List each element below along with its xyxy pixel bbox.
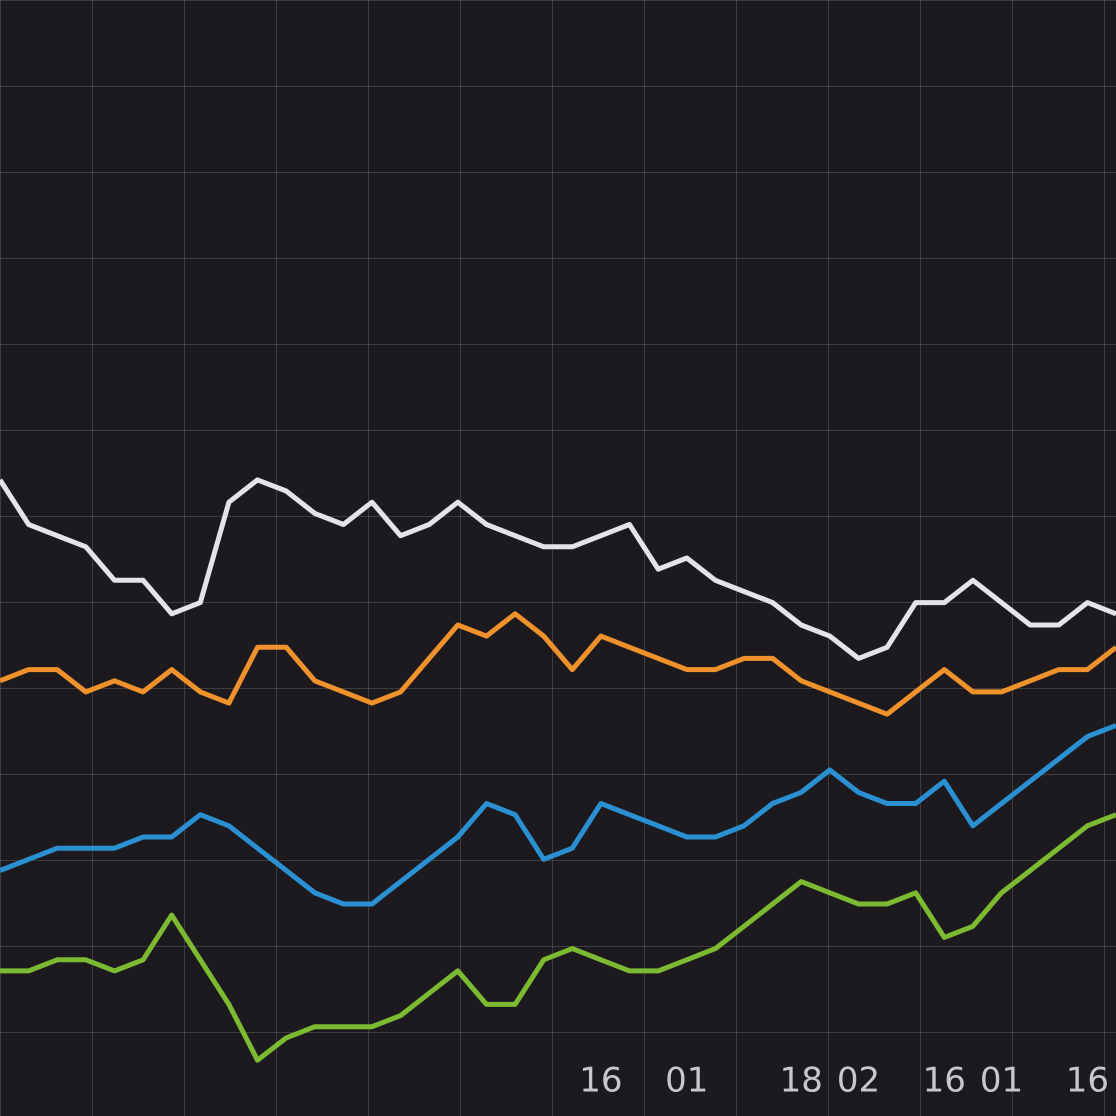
series-line [0,812,1116,1063]
x-tick-label: 16 [923,1061,966,1101]
x-tick-label: 16 [1066,1061,1109,1101]
x-tick-label: 01 [980,1061,1023,1101]
series-line [0,611,1116,717]
series-line [0,477,1116,661]
series-line [0,723,1116,907]
x-tick-label: 16 [579,1061,622,1101]
x-tick-label: 01 [665,1061,708,1101]
x-tick-label: 02 [837,1061,880,1101]
x-tick-label: 18 [780,1061,823,1101]
